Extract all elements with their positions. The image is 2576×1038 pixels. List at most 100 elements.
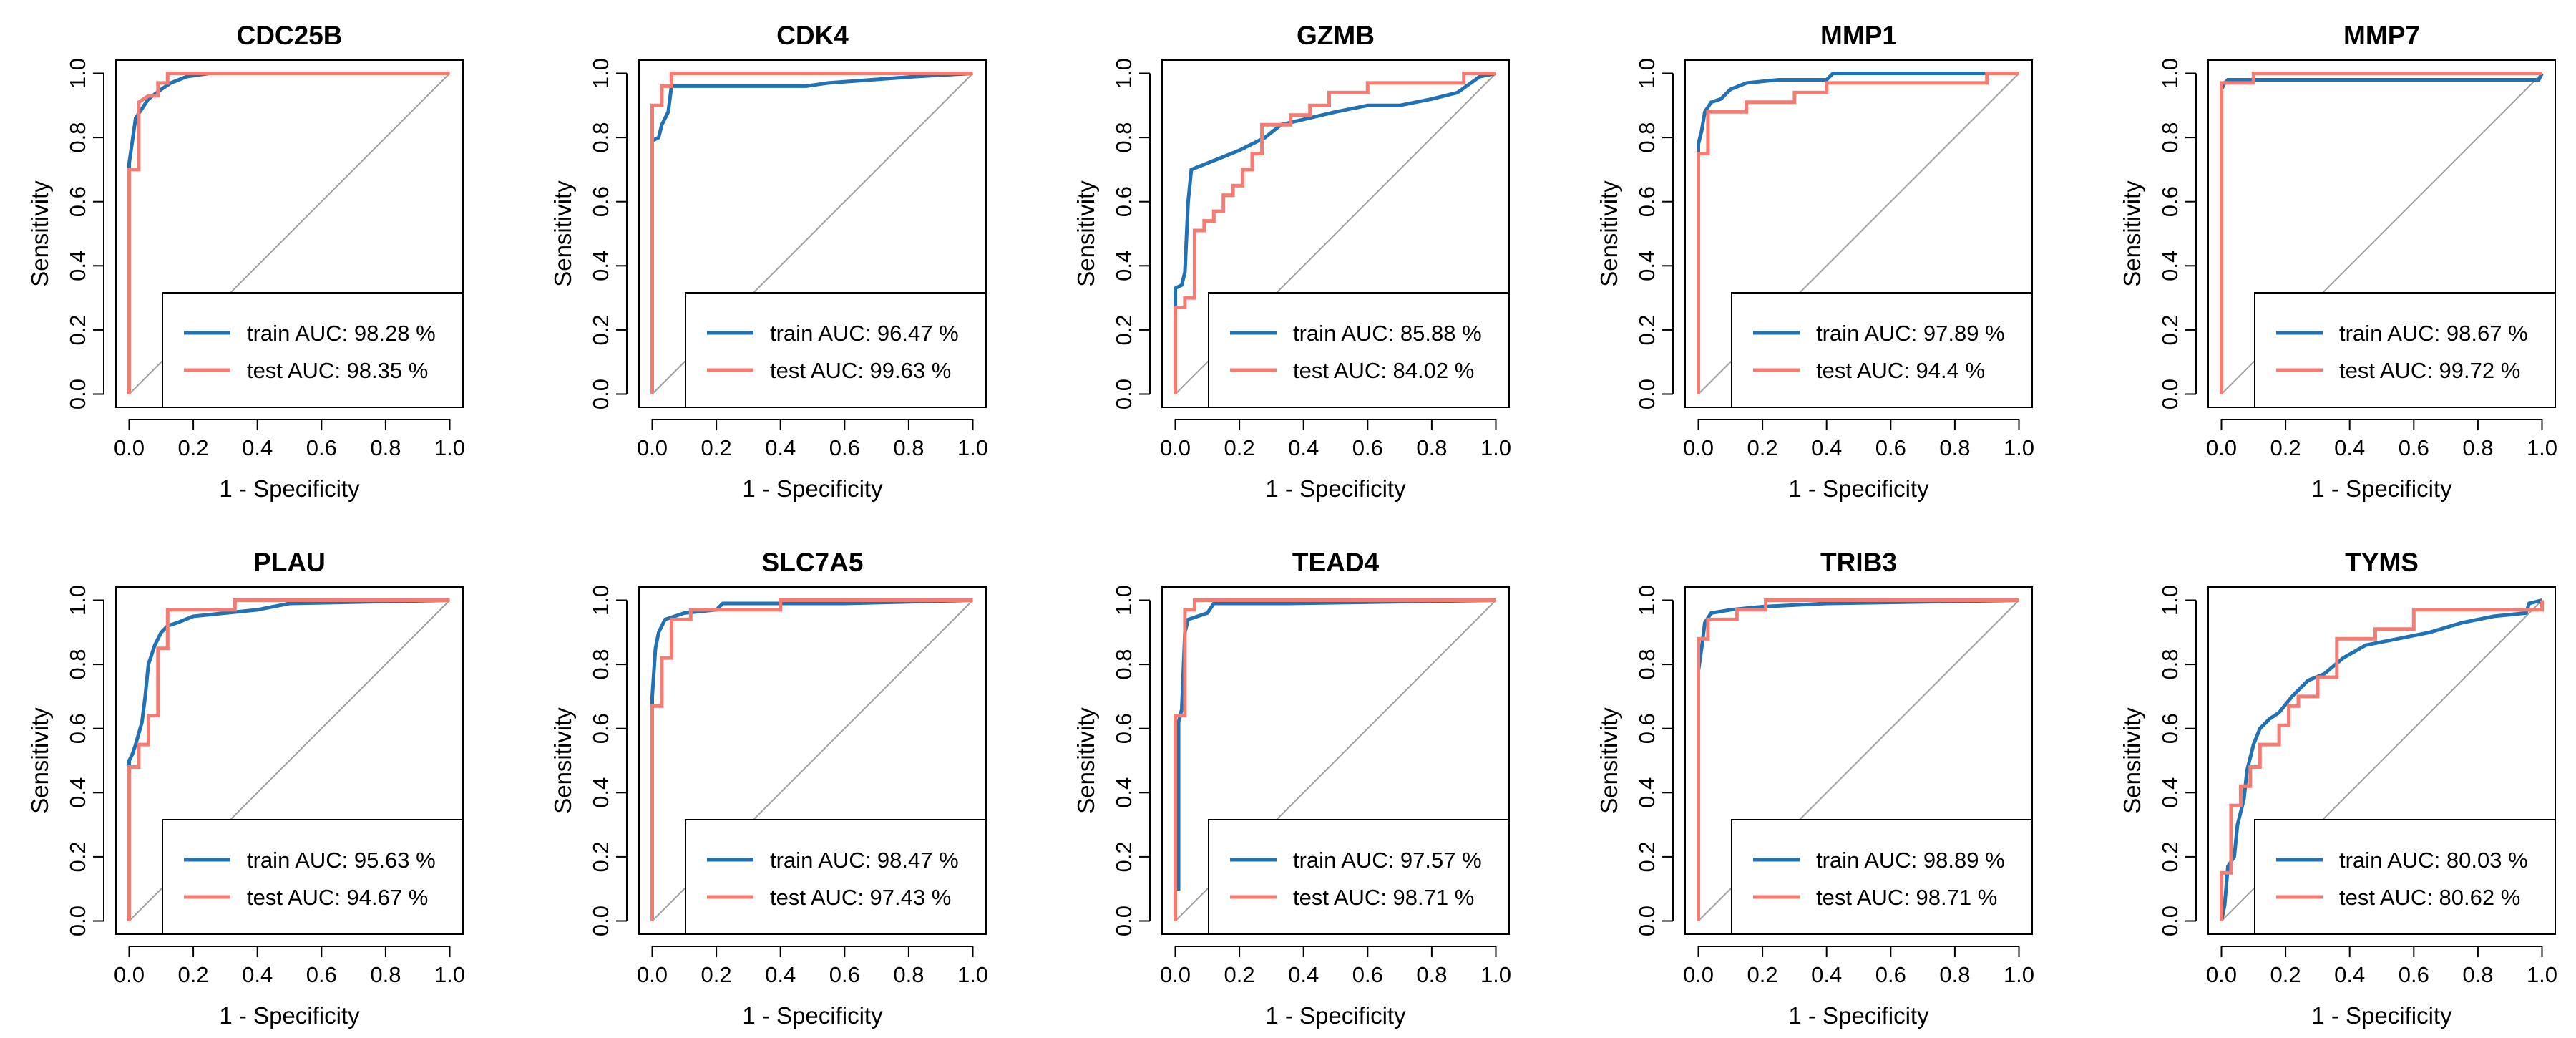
y-tick-label: 0.4 [65,251,90,281]
y-tick-label: 1.0 [1634,58,1659,89]
x-tick-label: 0.6 [306,435,337,460]
x-axis: 0.0 0.2 0.4 0.6 0.8 1.0 [637,419,988,460]
y-axis-label: Sensitivity [26,707,53,814]
x-axis: 0.0 0.2 0.4 0.6 0.8 1.0 [2206,946,2557,987]
legend-label-train: train AUC: 98.47 % [770,848,959,873]
x-tick-label: 0.8 [370,962,401,987]
legend-label-test: test AUC: 99.63 % [770,358,951,383]
x-tick-label: 0.4 [765,435,796,460]
x-tick-label: 0.2 [1224,435,1255,460]
x-tick-label: 0.4 [242,435,273,460]
x-tick-label: 1.0 [957,435,988,460]
x-tick-label: 0.2 [1747,435,1778,460]
plot-frame [1684,586,2033,935]
y-tick-label: 1.0 [2157,58,2182,89]
x-axis-label: 1 - Specificity [219,475,360,502]
legend: train AUC: 95.63 % test AUC: 94.67 % [162,819,464,935]
y-tick-label: 0.0 [65,906,90,936]
y-tick-label: 0.2 [1634,841,1659,872]
plot-frame [638,586,987,935]
x-tick-label: 1.0 [434,962,465,987]
x-axis-label: 1 - Specificity [1788,475,1929,502]
y-tick-label: 0.0 [65,379,90,409]
x-tick-label: 0.8 [2462,435,2493,460]
y-tick-label: 0.6 [588,186,613,217]
x-tick-label: 0.2 [178,962,209,987]
x-tick-label: 0.6 [306,962,337,987]
legend-label-test: test AUC: 94.4 % [1816,358,1985,383]
y-tick-label: 0.0 [1111,379,1136,409]
legend-label-train: train AUC: 85.88 % [1293,321,1482,346]
y-tick-label: 0.8 [1634,649,1659,680]
y-axis-label: Sensitivity [550,180,576,287]
x-tick-label: 0.2 [701,962,732,987]
y-axis-label: Sensitivity [1596,707,1622,814]
y-axis: 0.0 0.2 0.4 0.6 0.8 1.0 [65,585,104,936]
y-tick-label: 0.0 [1634,906,1659,936]
y-tick-label: 0.2 [1111,314,1136,345]
legend-label-train: train AUC: 96.47 % [770,321,959,346]
roc-panel-trib3: TRIB3 0.0 0.2 0.4 0.6 0.8 1.0 1 - Specificity 0.… [1596,548,2034,1029]
y-tick-label: 0.6 [588,713,613,744]
y-tick-label: 1.0 [65,585,90,616]
legend-label-test: test AUC: 99.72 % [2339,358,2520,383]
roc-panel-tyms: TYMS 0.0 0.2 0.4 0.6 0.8 1.0 1 - Specificity 0.0… [2119,548,2557,1029]
legend-label-train: train AUC: 80.03 % [2339,848,2528,873]
x-axis: 0.0 0.2 0.4 0.6 0.8 1.0 [114,419,465,460]
x-tick-label: 0.2 [178,435,209,460]
x-tick-label: 0.4 [1811,435,1842,460]
x-tick-label: 0.6 [2399,962,2429,987]
roc-panel-mmp1: MMP1 0.0 0.2 0.4 0.6 0.8 1.0 1 - Specificity 0.0… [1596,21,2034,502]
x-tick-label: 0.2 [701,435,732,460]
y-axis: 0.0 0.2 0.4 0.6 0.8 1.0 [588,585,628,936]
x-tick-label: 0.4 [765,962,796,987]
panel-title: GZMB [1297,21,1375,50]
x-tick-label: 0.4 [242,962,273,987]
x-tick-label: 0.0 [1160,435,1191,460]
y-tick-label: 0.2 [1111,841,1136,872]
x-tick-label: 0.8 [893,962,924,987]
y-axis-label: Sensitivity [2119,707,2145,814]
legend: train AUC: 98.47 % test AUC: 97.43 % [685,819,987,935]
roc-panel-cdc25b: CDC25B 0.0 0.2 0.4 0.6 0.8 1.0 1 - Specificity 0… [26,21,465,502]
legend-label-test: test AUC: 98.71 % [1816,885,1997,910]
y-tick-label: 0.0 [2157,906,2182,936]
y-axis-label: Sensitivity [26,180,53,287]
x-tick-label: 1.0 [2004,435,2034,460]
plot-frame [2207,59,2556,408]
y-tick-label: 0.0 [588,379,613,409]
y-tick-label: 0.2 [65,314,90,345]
y-tick-label: 0.8 [1111,649,1136,680]
x-tick-label: 0.8 [1416,435,1447,460]
x-tick-label: 0.2 [2270,435,2301,460]
y-tick-label: 0.4 [1111,777,1136,808]
x-tick-label: 0.0 [637,962,668,987]
y-axis: 0.0 0.2 0.4 0.6 0.8 1.0 [65,58,104,409]
legend-label-train: train AUC: 97.57 % [1293,848,1482,873]
plot-frame [1161,586,1510,935]
x-tick-label: 0.6 [829,435,860,460]
panel-title: CDC25B [236,21,342,50]
plot-frame [115,59,464,408]
x-tick-label: 0.0 [114,435,145,460]
y-tick-label: 0.2 [588,841,613,872]
y-tick-label: 0.4 [588,777,613,808]
x-tick-label: 0.6 [2399,435,2429,460]
legend: train AUC: 98.28 % test AUC: 98.35 % [162,292,464,408]
x-tick-label: 0.4 [2334,962,2365,987]
legend-label-test: test AUC: 98.71 % [1293,885,1474,910]
roc-panel-mmp7: MMP7 0.0 0.2 0.4 0.6 0.8 1.0 1 - Specificity 0.0… [2119,21,2557,502]
panel-title: SLC7A5 [762,548,864,577]
legend-box [685,819,987,935]
y-tick-label: 0.2 [588,314,613,345]
legend-label-test: test AUC: 97.43 % [770,885,951,910]
y-tick-label: 1.0 [588,585,613,616]
legend: train AUC: 80.03 % test AUC: 80.62 % [2254,819,2556,935]
y-tick-label: 0.8 [1634,122,1659,153]
y-axis: 0.0 0.2 0.4 0.6 0.8 1.0 [588,58,628,409]
y-tick-label: 0.4 [1634,777,1659,808]
legend-box [2254,819,2556,935]
y-axis-label: Sensitivity [1073,707,1099,814]
x-tick-label: 0.6 [1875,435,1906,460]
legend-label-train: train AUC: 98.89 % [1816,848,2005,873]
